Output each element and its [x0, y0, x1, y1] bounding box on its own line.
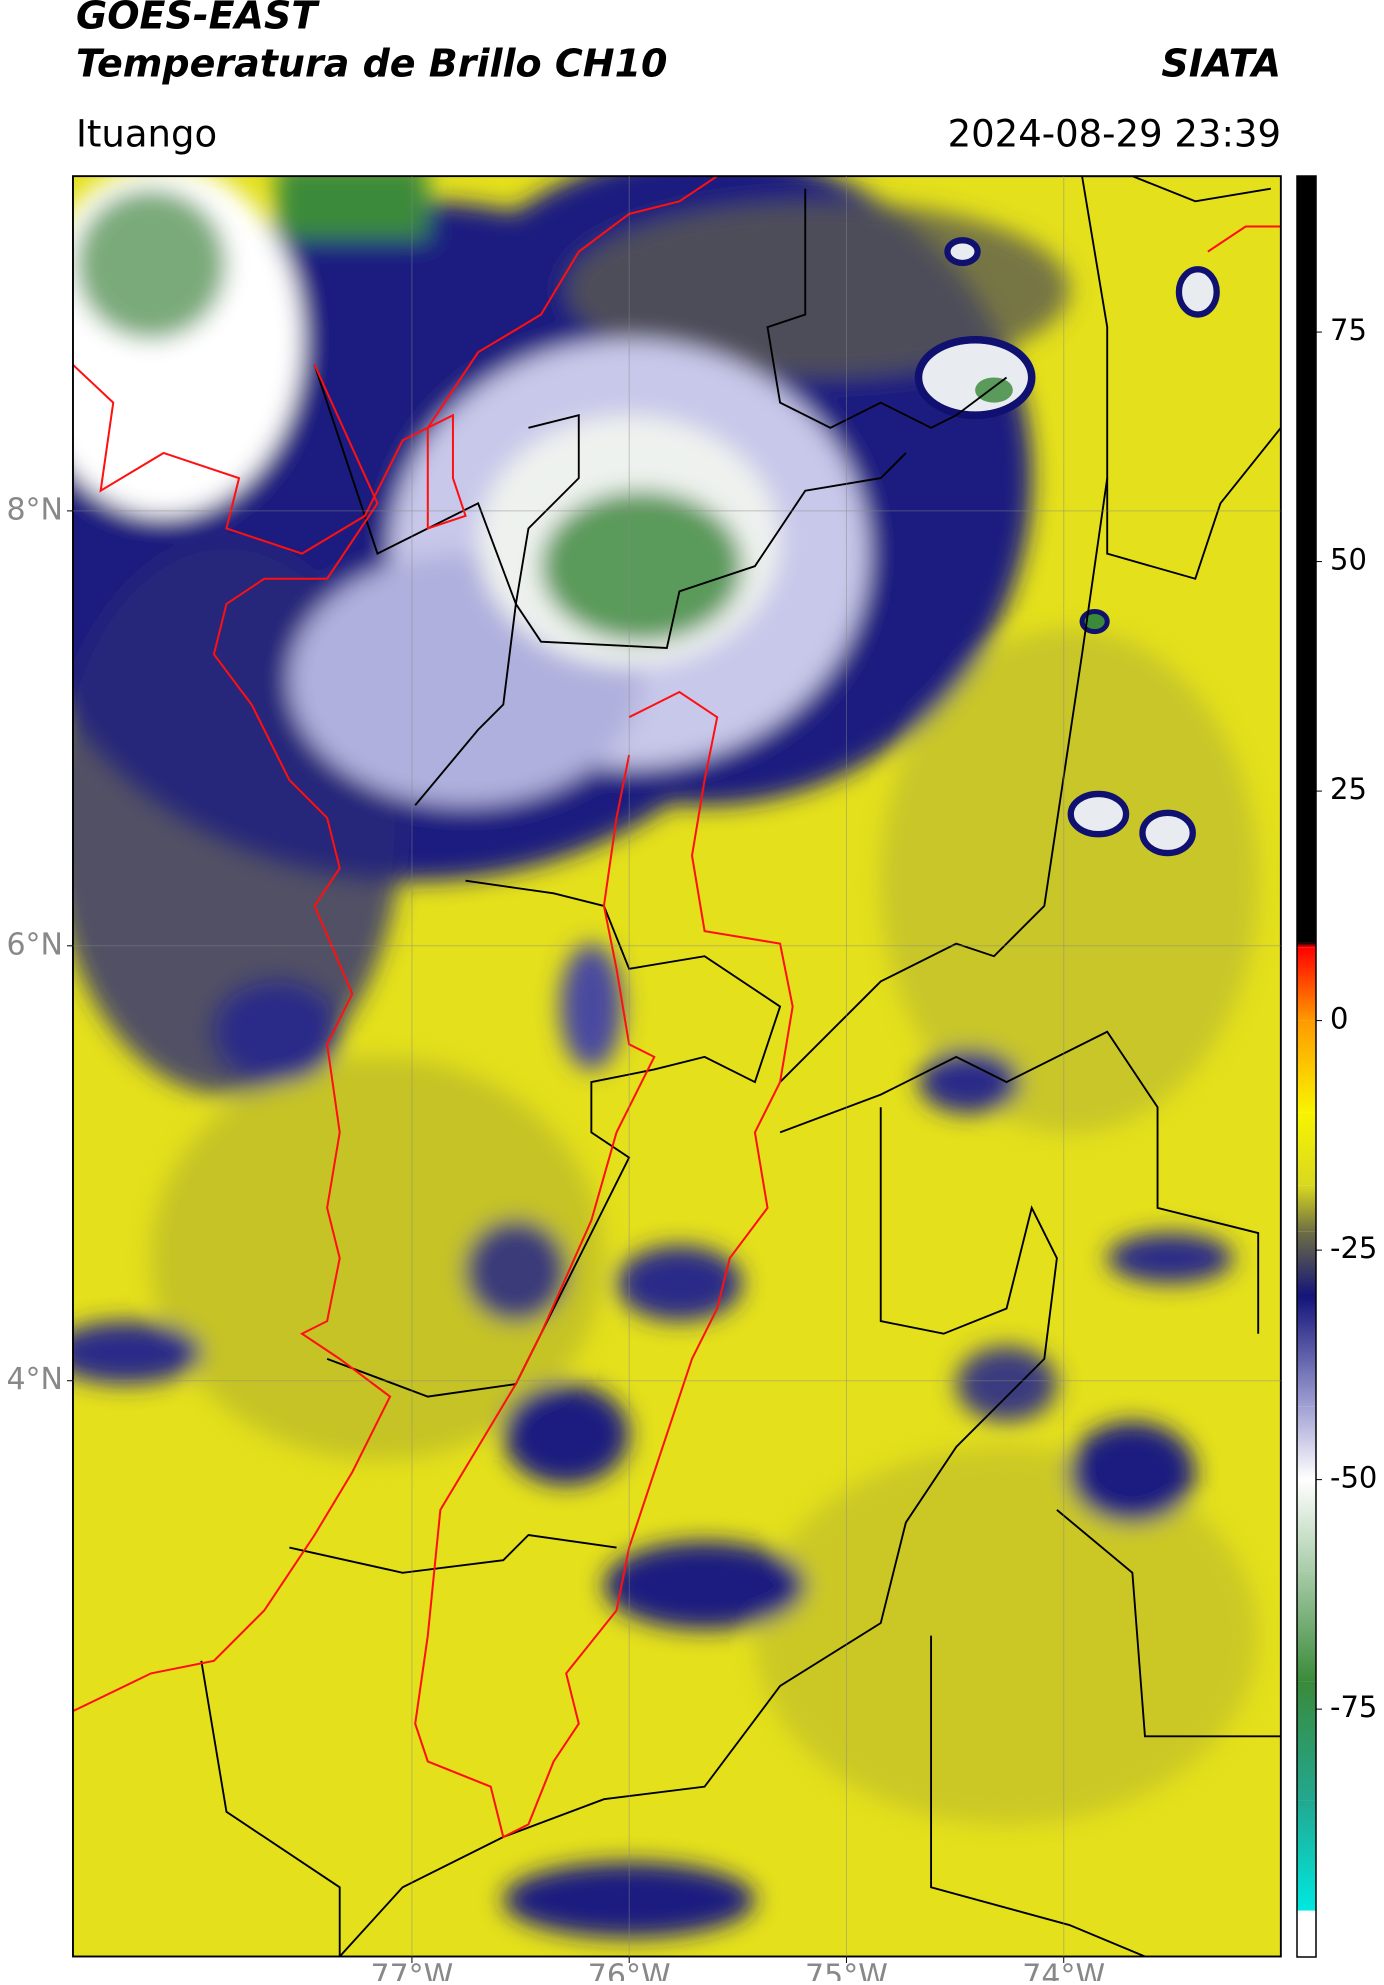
- colorbar-segment: [1297, 1296, 1316, 1407]
- title: GOES-EAST: [76, 0, 320, 38]
- satellite-image: [72, 175, 1282, 1958]
- y-tick-label: 8°N: [6, 492, 63, 527]
- colorbar-tick-label: -75: [1330, 1690, 1377, 1724]
- colorbar-segment: [1297, 1800, 1316, 1911]
- colorbar-segment: [1297, 1911, 1316, 1957]
- x-tick-label: 77°W: [371, 1959, 454, 1982]
- colorbar-segment: [1297, 1020, 1316, 1113]
- colorbar-segment: [1297, 1406, 1316, 1480]
- subtitle: Temperatura de Brillo CH10: [76, 42, 667, 86]
- colorbar-tick-label: 25: [1330, 772, 1367, 806]
- colorbar-segment: [1297, 1479, 1316, 1572]
- colorbar-segment: [1297, 1231, 1316, 1297]
- colorbar-tick-label: -25: [1330, 1231, 1377, 1265]
- colorbar-frame: [1296, 175, 1317, 1958]
- colorbar-tick-label: 0: [1330, 1002, 1348, 1036]
- colorbar-segment: [1297, 1185, 1316, 1232]
- colorbar-tick-label: 75: [1330, 313, 1367, 347]
- colorbar-tick-label: 50: [1330, 543, 1367, 577]
- source: SIATA: [1161, 42, 1281, 86]
- location: Ituango: [76, 113, 217, 156]
- colorbar-segment: [1297, 947, 1316, 1021]
- x-tick-label: 76°W: [588, 1959, 671, 1982]
- y-tick-label: 6°N: [6, 927, 63, 962]
- colorbar-tick-label: -50: [1330, 1461, 1377, 1495]
- colorbar-segment: [1297, 1112, 1316, 1186]
- colorbar-segment: [1297, 1571, 1316, 1682]
- colorbar-segment: [1297, 176, 1316, 943]
- colorbar-segment: [1297, 942, 1316, 948]
- colorbar-segment: [1297, 1681, 1316, 1801]
- y-tick-label: 4°N: [6, 1362, 63, 1397]
- x-tick-label: 75°W: [805, 1959, 888, 1982]
- x-tick-label: 74°W: [1022, 1959, 1105, 1982]
- datetime: 2024-08-29 23:39: [948, 113, 1281, 156]
- colorbar-segment: [1297, 1910, 1316, 1912]
